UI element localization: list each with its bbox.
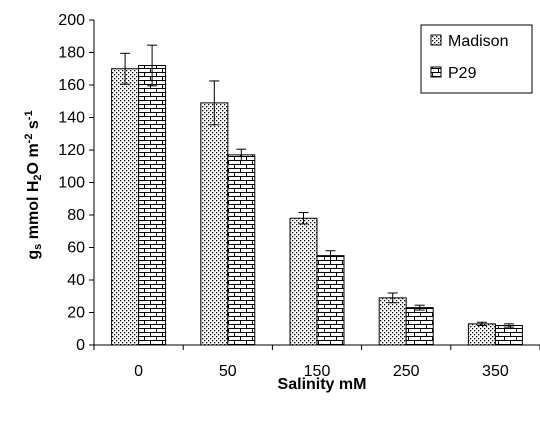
x-tick-label: 0 — [134, 363, 143, 380]
bar-madison-150 — [289, 217, 318, 346]
y-tick-label: 0 — [76, 337, 85, 354]
y-tick-label: 60 — [67, 240, 85, 257]
bar-p29-350 — [494, 325, 523, 346]
legend-swatch-p29 — [430, 66, 442, 78]
x-tick-label: 250 — [393, 363, 420, 380]
y-tick-label: 140 — [58, 110, 85, 127]
bar-madison-0 — [111, 68, 140, 346]
error-bar-p29-350 — [503, 323, 514, 328]
y-axis-title-part: mmol H — [25, 181, 42, 244]
bars — [111, 65, 523, 346]
y-tick-label: 180 — [58, 45, 85, 62]
axes — [93, 20, 540, 346]
bar-madison-50 — [200, 102, 229, 346]
y-tick-label: 200 — [58, 12, 85, 29]
svg-text:gs mmol H2O m-2 s-1: gs mmol H2O m-2 s-1 — [23, 110, 44, 259]
x-tick-label: 150 — [304, 363, 331, 380]
y-tick-label: 20 — [67, 305, 85, 322]
y-axis-title-part: 2 — [32, 174, 44, 180]
y-axis-title: gs mmol H2O m-2 s-1 — [23, 110, 44, 259]
error-bars — [120, 44, 514, 328]
error-bar-madison-250 — [387, 292, 398, 304]
y-axis-title-part: O m — [25, 143, 42, 174]
error-bar-madison-350 — [476, 321, 487, 326]
bar-p29-150 — [316, 255, 345, 346]
y-axis-title-part: g — [25, 250, 42, 260]
y-axis-ticks: 0 20 40 60 80 100 120 140 160 180 200 — [58, 12, 94, 354]
y-tick-label: 100 — [58, 175, 85, 192]
bar-madison-250 — [378, 297, 407, 346]
legend-label-madison: Madison — [448, 33, 508, 50]
bar-p29-0 — [138, 65, 167, 346]
legend-swatch-madison — [430, 34, 442, 46]
bar-p29-250 — [405, 307, 434, 346]
error-bar-madison-50 — [209, 80, 220, 126]
bar-madison-350 — [467, 323, 496, 346]
error-bar-p29-250 — [414, 304, 425, 311]
error-bar-p29-50 — [236, 148, 247, 162]
y-tick-label: 160 — [58, 77, 85, 94]
legend: Madison P29 — [420, 24, 533, 94]
error-bar-madison-0 — [120, 52, 131, 85]
legend-label-p29: P29 — [448, 65, 477, 82]
error-bar-madison-150 — [298, 212, 309, 225]
y-tick-label: 120 — [58, 142, 85, 159]
error-bar-p29-150 — [325, 250, 336, 261]
x-axis-ticks: 0 50 150 250 350 — [93, 345, 540, 380]
y-axis-title-part: s — [32, 244, 44, 250]
y-tick-label: 80 — [67, 207, 85, 224]
x-tick-label: 350 — [482, 363, 509, 380]
y-tick-label: 40 — [67, 272, 85, 289]
y-axis-title-part: -1 — [23, 110, 35, 120]
y-axis-title-part: s — [25, 120, 42, 133]
bar-p29-50 — [227, 154, 256, 346]
error-bar-p29-0 — [147, 44, 158, 87]
x-axis-title: Salinity mM — [278, 376, 367, 393]
x-tick-label: 50 — [219, 363, 237, 380]
y-axis-title-part: -2 — [23, 134, 35, 144]
